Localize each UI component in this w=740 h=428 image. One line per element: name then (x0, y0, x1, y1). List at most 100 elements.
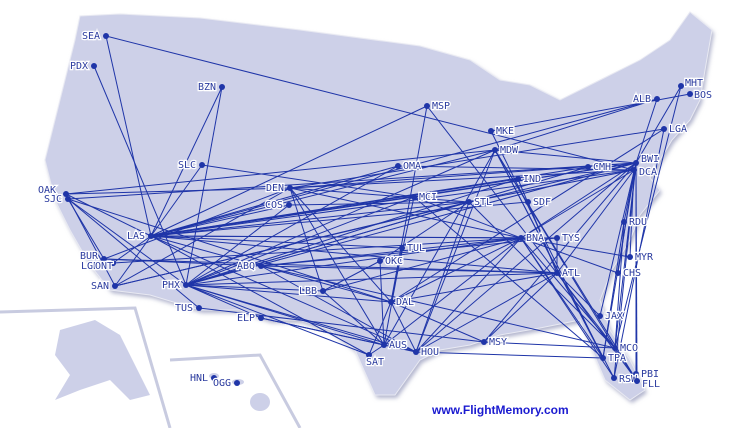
airport-marker[interactable] (219, 84, 225, 90)
airport-lga[interactable]: LGA (661, 123, 688, 136)
airport-dal[interactable]: DAL (388, 296, 415, 309)
airport-las[interactable]: LAS (126, 230, 154, 243)
airport-marker[interactable] (600, 355, 606, 361)
airport-marker[interactable] (183, 282, 189, 288)
airport-marker[interactable] (413, 349, 419, 355)
airport-slc[interactable]: SLC (177, 159, 205, 172)
airport-marker[interactable] (399, 245, 405, 251)
airport-fll[interactable]: FLL (634, 378, 661, 391)
airport-marker[interactable] (258, 263, 264, 269)
airport-den[interactable]: DEN (265, 182, 293, 195)
airport-mht[interactable]: MHT (678, 77, 704, 90)
airport-mdw[interactable]: MDW (492, 144, 520, 157)
airport-marker[interactable] (148, 233, 154, 239)
airport-cmh[interactable]: CMH (585, 161, 612, 174)
airport-marker[interactable] (101, 256, 107, 262)
airport-atl[interactable]: ATL (554, 267, 581, 280)
airport-mke[interactable]: MKE (488, 125, 515, 138)
airport-okc[interactable]: OKC (377, 255, 404, 268)
airport-marker[interactable] (597, 313, 603, 319)
airport-dca[interactable]: DCA (631, 166, 658, 179)
airport-marker[interactable] (366, 352, 372, 358)
airport-marker[interactable] (554, 235, 560, 241)
airport-marker[interactable] (286, 202, 292, 208)
airport-marker[interactable] (634, 378, 640, 384)
airport-mco[interactable]: MCO (612, 342, 639, 355)
airport-marker[interactable] (110, 260, 116, 266)
airport-marker[interactable] (381, 342, 387, 348)
airport-sat[interactable]: SAT (365, 352, 385, 369)
airport-msp[interactable]: MSP (424, 100, 451, 113)
airport-marker[interactable] (615, 270, 621, 276)
airport-elp[interactable]: ELP (236, 312, 264, 325)
airport-marker[interactable] (654, 96, 660, 102)
airport-bwi[interactable]: BWI (633, 153, 660, 166)
airport-stl[interactable]: STL (466, 196, 493, 209)
airport-marker[interactable] (196, 305, 202, 311)
airport-hou[interactable]: HOU (413, 346, 440, 359)
airport-marker[interactable] (678, 83, 684, 89)
airport-marker[interactable] (63, 191, 69, 197)
airport-myr[interactable]: MYR (627, 251, 655, 264)
airport-bur[interactable]: BUR (79, 250, 107, 263)
airport-marker[interactable] (395, 163, 401, 169)
airport-bzn[interactable]: BZN (197, 81, 225, 94)
airport-marker[interactable] (234, 380, 240, 386)
airport-sdf[interactable]: SDF (525, 196, 552, 209)
airport-tys[interactable]: TYS (554, 232, 581, 245)
airport-marker[interactable] (65, 196, 71, 202)
airport-marker[interactable] (377, 258, 383, 264)
airport-tus[interactable]: TUS (174, 302, 202, 315)
airport-marker[interactable] (633, 371, 639, 377)
airport-marker[interactable] (91, 63, 97, 69)
airport-marker[interactable] (554, 270, 560, 276)
airport-rdu[interactable]: RDU (621, 216, 648, 229)
airport-ont[interactable]: ONT (94, 260, 116, 273)
airport-pbi[interactable]: PBI (633, 368, 660, 381)
airport-marker[interactable] (199, 162, 205, 168)
airport-tpa[interactable]: TPA (600, 352, 627, 365)
airport-marker[interactable] (612, 345, 618, 351)
airport-pdx[interactable]: PDX (69, 60, 97, 73)
airport-marker[interactable] (112, 283, 118, 289)
airport-marker[interactable] (320, 288, 326, 294)
airport-marker[interactable] (687, 91, 693, 97)
airport-marker[interactable] (103, 33, 109, 39)
airport-oma[interactable]: OMA (395, 160, 422, 173)
airport-marker[interactable] (492, 147, 498, 153)
airport-alb[interactable]: ALB (632, 93, 660, 106)
airport-marker[interactable] (258, 315, 264, 321)
airport-marker[interactable] (627, 254, 633, 260)
airport-aus[interactable]: AUS (381, 339, 408, 352)
airport-marker[interactable] (518, 235, 524, 241)
airport-bos[interactable]: BOS (687, 89, 713, 102)
airport-lbb[interactable]: LBB (298, 285, 326, 298)
airport-marker[interactable] (633, 160, 639, 166)
airport-marker[interactable] (488, 128, 494, 134)
airport-hnl[interactable]: HNL (189, 372, 217, 385)
website-link[interactable]: www.FlightMemory.com (432, 403, 569, 417)
airport-mci[interactable]: MCI (411, 191, 438, 204)
airport-marker[interactable] (411, 194, 417, 200)
airport-tul[interactable]: TUL (399, 242, 426, 255)
airport-marker[interactable] (525, 199, 531, 205)
airport-oak[interactable]: OAK (37, 184, 69, 197)
airport-phx[interactable]: PHX (161, 279, 189, 292)
airport-ogg[interactable]: OGG (212, 377, 240, 390)
airport-marker[interactable] (611, 375, 617, 381)
airport-marker[interactable] (481, 339, 487, 345)
airport-san[interactable]: SAN (90, 280, 118, 293)
airport-bna[interactable]: BNA (518, 232, 545, 245)
airport-marker[interactable] (515, 176, 521, 182)
airport-abq[interactable]: ABQ (236, 260, 264, 273)
airport-cos[interactable]: COS (264, 199, 292, 212)
airport-marker[interactable] (585, 164, 591, 170)
airport-msy[interactable]: MSY (481, 336, 508, 349)
airport-marker[interactable] (287, 185, 293, 191)
airport-marker[interactable] (424, 103, 430, 109)
airport-marker[interactable] (466, 199, 472, 205)
airport-marker[interactable] (631, 167, 637, 173)
airport-chs[interactable]: CHS (615, 267, 642, 280)
airport-marker[interactable] (211, 375, 217, 381)
airport-sjc[interactable]: SJC (43, 193, 71, 206)
